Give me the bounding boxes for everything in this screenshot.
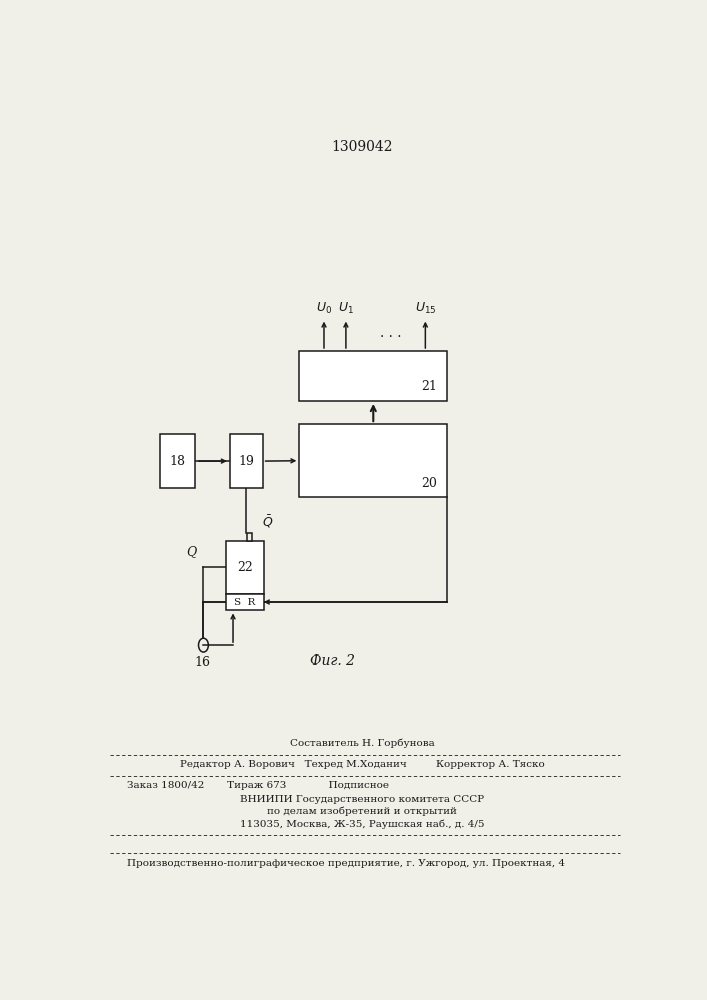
Text: 20: 20 (421, 477, 438, 490)
Text: . . .: . . . (380, 326, 402, 340)
Bar (226, 541, 264, 594)
Text: Q: Q (187, 545, 197, 558)
Text: S  R: S R (235, 598, 256, 607)
Text: $\mathit{U}_{15}$: $\mathit{U}_{15}$ (414, 301, 436, 316)
Text: $\mathit{U}_1$: $\mathit{U}_1$ (338, 301, 354, 316)
Text: по делам изобретений и открытий: по делам изобретений и открытий (267, 807, 457, 816)
Text: ВНИИПИ Государственного комитета СССР: ВНИИПИ Государственного комитета СССР (240, 795, 484, 804)
Bar (299, 351, 448, 401)
Text: 21: 21 (421, 380, 438, 393)
Text: 18: 18 (170, 455, 185, 468)
Bar (160, 434, 195, 488)
Text: Заказ 1800/42       Тираж 673             Подписное: Заказ 1800/42 Тираж 673 Подписное (127, 781, 389, 790)
Bar (247, 533, 252, 541)
Text: Редактор А. Ворович   Техред М.Ходанич         Корректор А. Тяско: Редактор А. Ворович Техред М.Ходанич Кор… (180, 760, 544, 769)
Text: 22: 22 (238, 561, 253, 574)
Text: 16: 16 (194, 656, 211, 669)
Bar (230, 434, 262, 488)
Bar (226, 594, 264, 610)
Text: Производственно-полиграфическое предприятие, г. Ужгород, ул. Проектная, 4: Производственно-полиграфическое предприя… (127, 859, 565, 868)
Text: 19: 19 (238, 455, 254, 468)
Text: 113035, Москва, Ж-35, Раушская наб., д. 4/5: 113035, Москва, Ж-35, Раушская наб., д. … (240, 819, 484, 829)
Text: Составитель Н. Горбунова: Составитель Н. Горбунова (290, 739, 435, 748)
Text: 1309042: 1309042 (332, 140, 393, 154)
Text: $\bar{Q}$: $\bar{Q}$ (262, 513, 273, 530)
Bar (299, 424, 448, 497)
Text: Фиг. 2: Фиг. 2 (310, 654, 355, 668)
Text: $\mathit{U}_0$: $\mathit{U}_0$ (316, 301, 332, 316)
